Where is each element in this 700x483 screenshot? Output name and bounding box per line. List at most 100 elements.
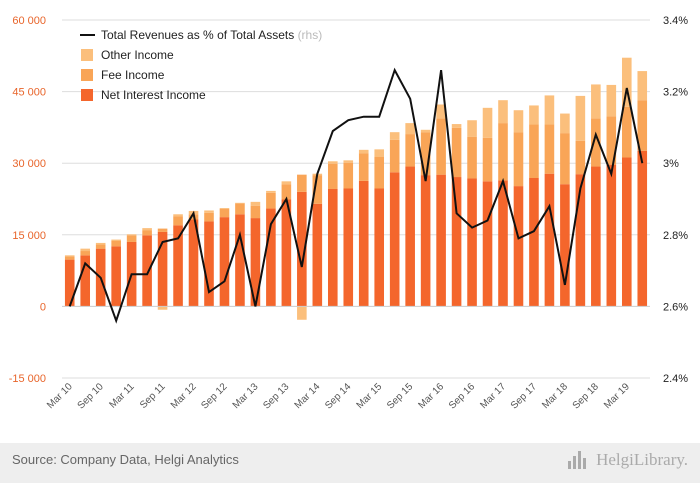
bar-net-interest-income (343, 188, 354, 307)
x-tick-label: Mar 16 (416, 381, 446, 411)
left-tick-label: 15 000 (12, 230, 46, 242)
bar-other-income (544, 95, 555, 125)
bar-other-income (204, 210, 214, 213)
bar-net-interest-income (250, 218, 261, 307)
bar-net-interest-income (389, 172, 400, 307)
bar-net-interest-income (157, 231, 168, 307)
x-tick-label: Sep 15 (385, 381, 415, 411)
bar-net-interest-income (405, 166, 415, 307)
bar-fee-income (482, 137, 493, 182)
bar-fee-income (142, 230, 152, 236)
bar-net-interest-income (436, 174, 446, 307)
bar-net-interest-income (637, 150, 648, 307)
bar-fee-income (157, 228, 168, 232)
bar-other-income (250, 201, 261, 206)
legend-label-other-income: Other Income (101, 48, 174, 62)
left-tick-label: 0 (40, 301, 46, 313)
legend-swatch-other-income (81, 49, 93, 61)
bar-other-income (157, 306, 168, 310)
bar-other-income (513, 110, 524, 133)
bar-other-income (111, 239, 121, 242)
x-tick-label: Sep 14 (323, 381, 353, 411)
bar-other-income (142, 228, 152, 231)
bar-net-interest-income (513, 186, 524, 307)
bar-other-income (389, 132, 400, 140)
bar-other-income (529, 105, 539, 125)
bar-other-income (374, 149, 385, 157)
bar-fee-income (219, 209, 230, 218)
bar-net-interest-income (560, 184, 570, 307)
bar-other-income (575, 95, 586, 141)
x-axis-ticks: Mar 10 Sep 10 Mar 11 Sep 11 Mar 12 Sep 12 Mar … (45, 381, 632, 412)
bar-other-income (405, 123, 415, 135)
bar-other-income (126, 234, 137, 236)
bar-other-income (420, 129, 431, 133)
logo-text: HelgiLibrary. (596, 450, 688, 469)
x-tick-label: Mar 14 (293, 381, 323, 411)
bar-net-interest-income (482, 181, 493, 307)
legend-swatch-net-interest-income (81, 89, 93, 101)
legend-swatch-fee-income (81, 69, 93, 81)
bar-fee-income (126, 235, 137, 242)
bar-fee-income (95, 244, 106, 249)
bar-fee-income (281, 184, 292, 200)
bar-other-income (281, 181, 292, 185)
ratio-line (68, 67, 644, 324)
footer: Source: Company Data, Helgi Analytics He… (0, 443, 700, 483)
bar-other-income (297, 306, 307, 320)
right-tick-label: 2.6% (663, 301, 688, 313)
bar-fee-income (498, 123, 508, 181)
legend-label-fee-income: Fee Income (101, 68, 165, 82)
bar-fee-income (327, 163, 338, 189)
bar-net-interest-income (281, 199, 292, 307)
bar-net-interest-income (297, 191, 307, 307)
bar-other-income (451, 124, 462, 128)
helgi-library-logo: HelgiLibrary. (568, 450, 688, 470)
bar-other-income (266, 190, 276, 193)
bar-net-interest-income (498, 180, 508, 307)
bar-other-income (343, 160, 354, 163)
right-tick-label: 3% (663, 158, 679, 170)
bar-other-income (64, 255, 75, 257)
bar-fee-income (266, 192, 276, 209)
left-tick-label: 60 000 (12, 15, 46, 27)
bar-other-income (560, 113, 570, 134)
bar-net-interest-income (451, 177, 462, 307)
bar-other-income (327, 161, 338, 164)
source-note: Source: Company Data, Helgi Analytics (12, 452, 239, 467)
bar-fee-income (111, 241, 121, 247)
bar-other-income (80, 248, 91, 252)
bar-other-income (498, 100, 508, 124)
bar-fee-income (560, 133, 570, 185)
bar-fee-income (405, 134, 415, 167)
bar-net-interest-income (575, 174, 586, 307)
bar-net-interest-income (467, 178, 477, 307)
bar-fee-income (80, 251, 91, 256)
right-axis-ticks: 2.4% 2.6% 2.8% 3% 3.2% 3.4% (663, 15, 688, 385)
bar-net-interest-income (188, 219, 199, 307)
bar-net-interest-income (529, 177, 539, 307)
bar-net-interest-income (374, 188, 385, 307)
bar-fee-income (173, 216, 183, 226)
bar-fee-income (467, 136, 477, 179)
legend-label-ratio: Total Revenues as % of Total Assets (rhs… (101, 28, 322, 42)
legend-label-net-interest-income: Net Interest Income (101, 88, 206, 102)
x-tick-label: Sep 16 (447, 381, 477, 411)
chart: -15 000 0 15 000 30 000 45 000 60 000 2.4% 2.6… (9, 15, 689, 412)
x-tick-label: Sep 13 (261, 381, 291, 411)
x-tick-label: Mar 13 (231, 381, 261, 411)
bar-fee-income (204, 212, 214, 222)
bar-fee-income (637, 100, 648, 151)
bar-net-interest-income (142, 235, 152, 307)
bar-net-interest-income (606, 164, 617, 307)
left-tick-label: 45 000 (12, 87, 46, 99)
x-tick-label: Mar 17 (478, 381, 508, 411)
bar-net-interest-income (235, 214, 245, 307)
bar-fee-income (358, 153, 369, 181)
x-tick-label: Mar 10 (45, 381, 75, 411)
bar-fee-income (575, 140, 586, 175)
bar-fee-income (312, 175, 323, 204)
bar-other-income (637, 71, 648, 101)
bar-other-income (621, 57, 632, 107)
right-tick-label: 2.8% (663, 230, 688, 242)
